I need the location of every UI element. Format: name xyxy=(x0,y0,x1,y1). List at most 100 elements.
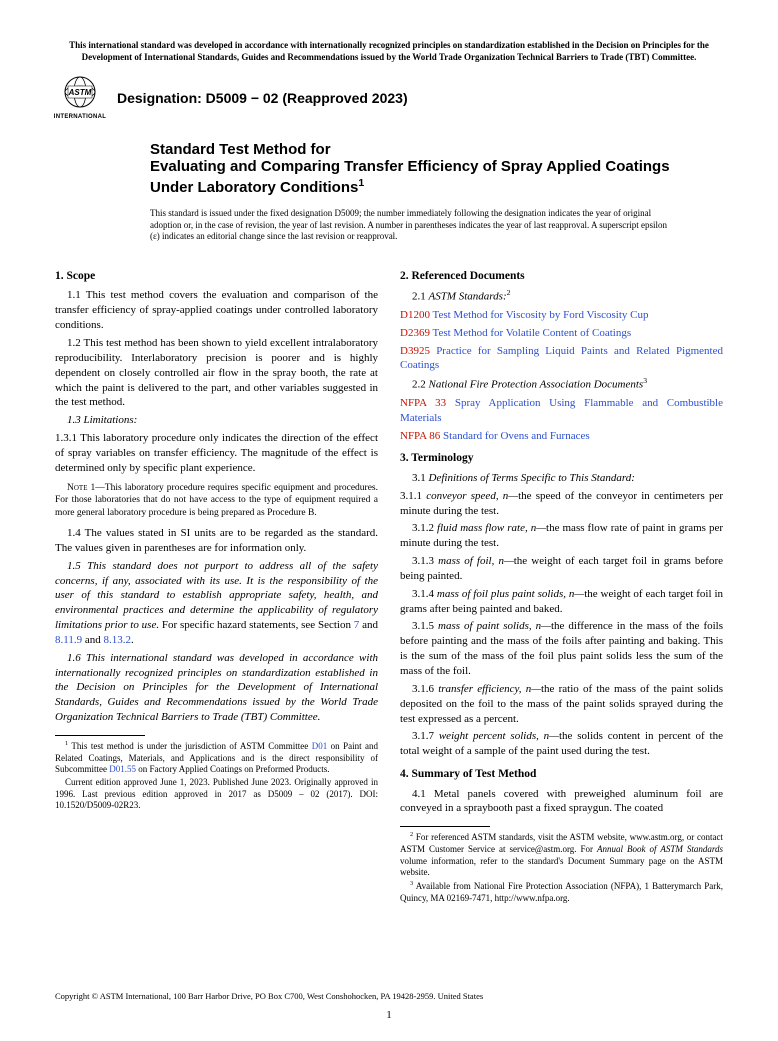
p-3-1-1: 3.1.1 conveyor speed, n—the speed of the… xyxy=(400,489,723,519)
p-3-1-ital: Definitions of Terms Specific to This St… xyxy=(429,472,635,484)
footnote-rule-right xyxy=(400,826,490,827)
footnote-rule-left xyxy=(55,735,145,736)
title-line2: Evaluating and Comparing Transfer Effici… xyxy=(150,158,693,198)
summary-head: 4. Summary of Test Method xyxy=(400,767,723,783)
link-d3925-code[interactable]: D3925 xyxy=(400,345,430,357)
link-d01-55[interactable]: D01.55 xyxy=(109,764,136,774)
designation: Designation: D5009 − 02 (Reapproved 2023… xyxy=(117,90,408,106)
fn2-b: volume information, refer to the standar… xyxy=(400,856,723,878)
p314-term: mass of foil plus paint solids, n— xyxy=(437,588,584,600)
title-sup: 1 xyxy=(358,177,364,189)
link-d2369-title[interactable]: Test Method for Volatile Content of Coat… xyxy=(430,327,631,339)
footnote-1-cont: Current edition approved June 1, 2023. P… xyxy=(55,777,378,812)
title-line1: Standard Test Method for xyxy=(150,141,693,158)
page-number: 1 xyxy=(0,1009,778,1021)
title-block: Standard Test Method for Evaluating and … xyxy=(150,141,693,198)
p-2-1-label: 2.1 xyxy=(412,291,429,303)
link-nfpa33-code[interactable]: NFPA 33 xyxy=(400,397,446,409)
tbt-notice: This international standard was develope… xyxy=(55,40,723,63)
p317-num: 3.1.7 xyxy=(412,730,439,742)
p315-term: mass of paint solids, n— xyxy=(438,620,551,632)
p314-num: 3.1.4 xyxy=(412,588,437,600)
p-2-2-sup: 3 xyxy=(643,376,647,385)
p-3-1-3: 3.1.3 mass of foil, n—the weight of each… xyxy=(400,554,723,584)
link-8-11-9[interactable]: 8.11.9 xyxy=(55,634,82,646)
astm-logo: ASTM INTERNATIONAL xyxy=(55,73,105,123)
p-1-5-prefix: For specific hazard statements, see Sect… xyxy=(159,619,354,631)
columns: 1. Scope 1.1 This test method covers the… xyxy=(55,261,723,905)
p-1-5-mid2: and xyxy=(82,634,103,646)
scope-head: 1. Scope xyxy=(55,269,378,285)
logo-label: INTERNATIONAL xyxy=(54,114,106,120)
link-nfpa33-title[interactable]: Spray Application Using Flammable and Co… xyxy=(400,397,723,424)
p315-num: 3.1.5 xyxy=(412,620,438,632)
svg-text:ASTM: ASTM xyxy=(68,88,92,97)
p-2-2-label: 2.2 xyxy=(412,379,429,391)
p-3-1-4: 3.1.4 mass of foil plus paint solids, n—… xyxy=(400,587,723,617)
link-nfpa86-title[interactable]: Standard for Ovens and Furnaces xyxy=(440,430,589,442)
p-1-3-head: 1.3 Limitations: xyxy=(55,413,378,428)
link-d01[interactable]: D01 xyxy=(312,741,328,751)
p-1-4: 1.4 The values stated in SI units are to… xyxy=(55,526,378,556)
ref-d3925: D3925 Practice for Sampling Liquid Paint… xyxy=(400,344,723,374)
page: This international standard was develope… xyxy=(0,0,778,1041)
p313-num: 3.1.3 xyxy=(412,555,438,567)
refdoc-head: 2. Referenced Documents xyxy=(400,269,723,285)
ref-nfpa33: NFPA 33 Spray Application Using Flammabl… xyxy=(400,396,723,426)
p-1-5: 1.5 This standard does not purport to ad… xyxy=(55,559,378,648)
p-1-5-suffix: . xyxy=(131,634,134,646)
p312-num: 3.1.2 xyxy=(412,522,437,534)
footnote-3: 3 Available from National Fire Protectio… xyxy=(400,880,723,904)
fn2-ital: Annual Book of ASTM Standards xyxy=(597,844,723,854)
p311-num: 3.1.1 xyxy=(400,490,426,502)
p-3-1-5: 3.1.5 mass of paint solids, n—the differ… xyxy=(400,619,723,678)
p317-term: weight percent solids, n— xyxy=(439,730,559,742)
right-column: 2. Referenced Documents 2.1 ASTM Standar… xyxy=(400,261,723,905)
footnote-1: 1 This test method is under the jurisdic… xyxy=(55,740,378,776)
p-3-1-7: 3.1.7 weight percent solids, n—the solid… xyxy=(400,729,723,759)
footnote-2: 2 For referenced ASTM standards, visit t… xyxy=(400,831,723,879)
issuance-note: This standard is issued under the fixed … xyxy=(150,208,673,243)
p311-term: conveyor speed, n— xyxy=(426,490,518,502)
p-1-3-1: 1.3.1 This laboratory procedure only ind… xyxy=(55,431,378,476)
link-nfpa86-code[interactable]: NFPA 86 xyxy=(400,430,440,442)
p-1-2: 1.2 This test method has been shown to y… xyxy=(55,336,378,410)
p-2-2: 2.2 National Fire Protection Association… xyxy=(400,376,723,393)
p312-term: fluid mass flow rate, n— xyxy=(437,522,546,534)
p-3-1: 3.1 Definitions of Terms Specific to Thi… xyxy=(400,471,723,486)
footnotes-left: 1 This test method is under the jurisdic… xyxy=(55,740,378,812)
term-head: 3. Terminology xyxy=(400,451,723,467)
ref-nfpa86: NFPA 86 Standard for Ovens and Furnaces xyxy=(400,429,723,444)
fn1-c: on Factory Applied Coatings on Preformed… xyxy=(136,764,329,774)
p-1-6: 1.6 This international standard was deve… xyxy=(55,651,378,725)
note-1: Note 1—This laboratory procedure require… xyxy=(55,482,378,520)
p313-term: mass of foil, n— xyxy=(438,555,514,567)
p-4-1: 4.1 Metal panels covered with preweighed… xyxy=(400,787,723,817)
fn1-a: This test method is under the jurisdicti… xyxy=(68,741,312,751)
p-1-1: 1.1 This test method covers the evaluati… xyxy=(55,288,378,333)
p-1-5-mid1: and xyxy=(359,619,378,631)
ref-d2369: D2369 Test Method for Volatile Content o… xyxy=(400,326,723,341)
p-2-1-sup: 2 xyxy=(507,288,511,297)
title-main: Evaluating and Comparing Transfer Effici… xyxy=(150,158,670,196)
header-row: ASTM INTERNATIONAL Designation: D5009 − … xyxy=(55,73,723,123)
p-2-1: 2.1 ASTM Standards:2 xyxy=(400,288,723,305)
p-2-1-ital: ASTM Standards: xyxy=(429,291,507,303)
p316-term: transfer efficiency, n— xyxy=(438,683,541,695)
p-3-1-2: 3.1.2 fluid mass flow rate, n—the mass f… xyxy=(400,521,723,551)
p-3-1-label: 3.1 xyxy=(412,472,429,484)
p-2-2-ital: National Fire Protection Association Doc… xyxy=(429,379,644,391)
ref-d1200: D1200 Test Method for Viscosity by Ford … xyxy=(400,308,723,323)
link-d1200-code[interactable]: D1200 xyxy=(400,309,430,321)
link-d3925-title[interactable]: Practice for Sampling Liquid Paints and … xyxy=(400,345,723,372)
link-d1200-title[interactable]: Test Method for Viscosity by Ford Viscos… xyxy=(430,309,649,321)
note-1-label: Note 1— xyxy=(67,483,105,493)
p316-num: 3.1.6 xyxy=(412,683,438,695)
p-3-1-6: 3.1.6 transfer efficiency, n—the ratio o… xyxy=(400,682,723,727)
fn3-text: Available from National Fire Protection … xyxy=(400,881,723,903)
left-column: 1. Scope 1.1 This test method covers the… xyxy=(55,261,378,905)
footnotes-right: 2 For referenced ASTM standards, visit t… xyxy=(400,831,723,904)
link-8-13-2[interactable]: 8.13.2 xyxy=(103,634,131,646)
copyright: Copyright © ASTM International, 100 Barr… xyxy=(55,991,723,1001)
link-d2369-code[interactable]: D2369 xyxy=(400,327,430,339)
